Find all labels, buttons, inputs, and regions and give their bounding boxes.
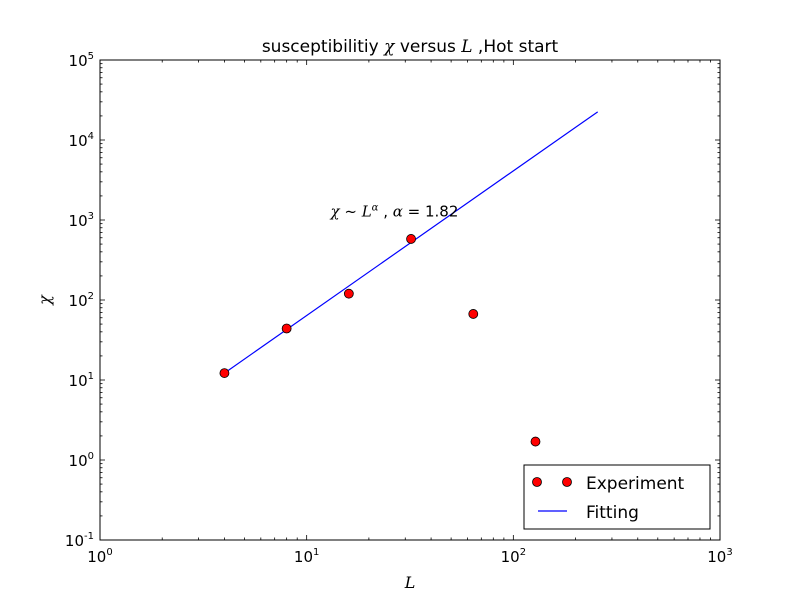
data-point [468,309,479,319]
y-tick-label: 105 [69,51,94,70]
y-tick-label: 100 [69,451,94,470]
fit-annotation: χ ~ Lα , α = 1.82 [307,203,473,221]
legend-box [523,464,711,530]
legend-marker-experiment-1 [532,477,542,487]
data-point [343,288,354,299]
annotation-tilde: ~ [340,203,362,221]
legend-label-fitting: Fitting [586,503,639,523]
x-tick-label: 102 [501,547,526,566]
title-mid: versus [394,37,461,57]
y-tick-label: 102 [69,291,94,310]
legend-label-experiment: Experiment [586,474,685,494]
title-suffix: ,Hot start [473,37,559,57]
x-tick-label: 100 [87,547,112,566]
legend-marker-experiment-2 [562,477,572,487]
x-tick-label: 101 [294,547,319,566]
title-prefix: susceptibilitiy [262,37,384,57]
data-point [530,436,541,447]
annotation-L: L [361,203,372,221]
y-tick-label: 104 [69,131,94,150]
x-axis-label: L [404,573,416,592]
annotation-equals: = 1.82 [403,203,459,221]
y-tick-label: 101 [69,371,94,390]
data-point [281,323,292,334]
title-L: L [460,37,472,57]
points-layer [219,234,541,447]
data-point [406,234,416,244]
x-tick-label: 103 [707,547,732,566]
chart-title: susceptibilitiy χ versus L ,Hot start [262,37,559,57]
title-chi: χ [383,37,396,57]
annotation-alpha: α [393,203,403,221]
y-tick-label: 10-1 [65,531,94,550]
y-tick-label: 103 [69,211,94,230]
data-point [219,368,230,378]
plot-frame [99,59,721,541]
y-axis-label: χ [35,294,54,306]
legend: Experiment Fitting [523,464,711,530]
annotation-alpha-sup: α [372,203,379,214]
annotation-sep: , [378,203,392,221]
annotation-chi: χ [330,203,341,221]
